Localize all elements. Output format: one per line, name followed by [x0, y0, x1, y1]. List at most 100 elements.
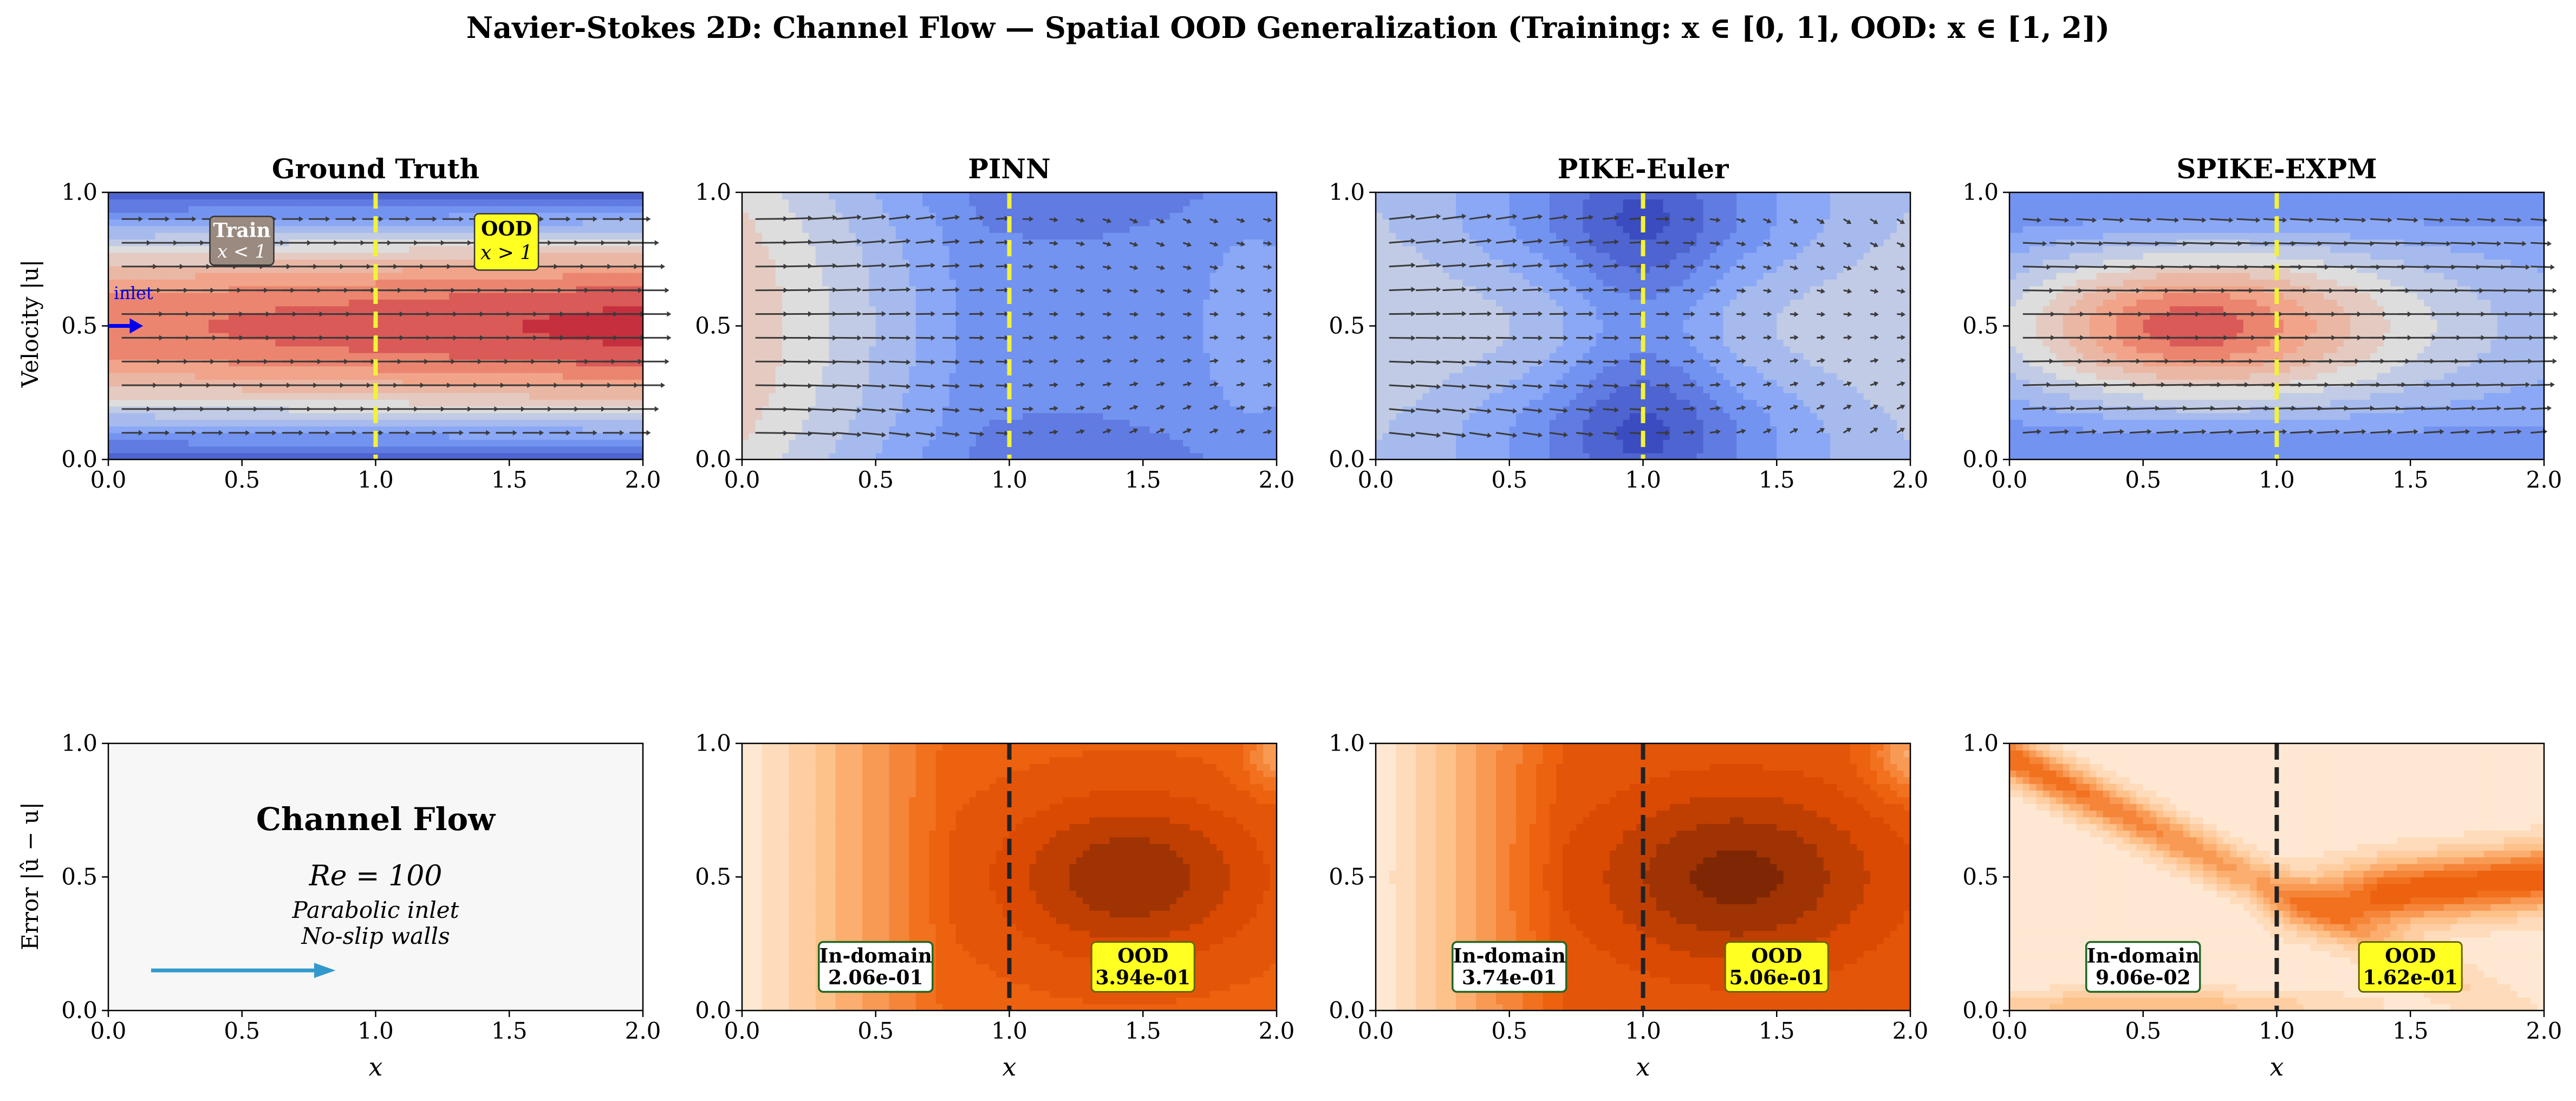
field-cell: [395, 446, 403, 454]
field-cell: [222, 292, 229, 300]
field-cell: [329, 252, 336, 260]
field-cell: [769, 319, 776, 327]
field-cell: [329, 299, 336, 307]
field-cell: [135, 452, 142, 459]
field-cell: [762, 366, 770, 373]
field-cell: [862, 366, 870, 373]
field-cell: [409, 446, 417, 454]
field-cell: [161, 392, 169, 400]
field-cell: [209, 432, 216, 440]
field-cell: [422, 212, 430, 220]
field-cell: [235, 366, 243, 373]
field-cell: [269, 292, 276, 300]
field-cell: [409, 259, 417, 267]
field-cell: [175, 366, 183, 373]
field-cell: [516, 452, 523, 459]
field-cell: [315, 306, 323, 313]
field-cell: [415, 392, 423, 400]
field-cell: [749, 286, 756, 293]
field-cell: [422, 386, 430, 393]
field-cell: [855, 366, 863, 373]
field-cell: [576, 306, 583, 313]
field-cell: [962, 279, 970, 287]
field-cell: [215, 419, 223, 427]
field-cell: [815, 359, 823, 367]
field-cell: [622, 306, 630, 313]
field-cell: [629, 319, 637, 327]
field-cell: [201, 452, 209, 459]
field-cell: [155, 219, 162, 226]
field-cell: [835, 279, 843, 287]
field-cell: [949, 339, 957, 347]
field-cell: [148, 426, 156, 433]
field-cell: [502, 292, 510, 300]
field-cell: [596, 192, 603, 200]
field-cell: [576, 205, 583, 213]
field-cell: [922, 352, 930, 360]
field-cell: [835, 452, 843, 459]
field-cell: [128, 452, 136, 459]
field-cell: [749, 245, 756, 253]
field-cell: [262, 439, 269, 447]
field-cell: [342, 339, 349, 347]
field-cell: [809, 419, 816, 427]
field-cell: [188, 332, 196, 340]
field-cell: [582, 412, 590, 420]
field-cell: [402, 192, 409, 200]
field-cell: [209, 392, 216, 400]
field-cell: [168, 386, 176, 393]
field-cell: [862, 232, 870, 240]
field-cell: [755, 286, 763, 293]
field-cell: [415, 286, 423, 293]
field-cell: [556, 245, 563, 253]
field-cell: [188, 252, 196, 260]
field-cell: [616, 279, 623, 287]
field-cell: [915, 366, 923, 373]
field-cell: [161, 265, 169, 273]
field-cell: [269, 319, 276, 327]
field-cell: [309, 419, 316, 427]
field-cell: [809, 299, 816, 307]
field-cell: [362, 432, 369, 440]
field-cell: [949, 386, 957, 393]
field-cell: [589, 332, 597, 340]
field-cell: [875, 205, 883, 213]
field-cell: [402, 372, 409, 380]
field-cell: [842, 392, 850, 400]
field-cell: [789, 259, 796, 267]
field-cell: [201, 372, 209, 380]
field-cell: [442, 245, 450, 253]
field-cell: [569, 252, 577, 260]
field-cell: [809, 319, 816, 327]
field-cell: [275, 439, 283, 447]
field-cell: [181, 399, 189, 407]
field-cell: [915, 399, 923, 407]
field-cell: [215, 446, 223, 454]
field-cell: [315, 279, 323, 287]
field-cell: [195, 359, 203, 367]
field-cell: [215, 386, 223, 393]
field-cell: [902, 326, 910, 333]
field-cell: [755, 412, 763, 420]
field-cell: [609, 339, 617, 347]
field-cell: [382, 392, 389, 400]
field-cell: [822, 412, 830, 420]
quiver-arrowhead: [406, 216, 411, 222]
field-cell: [742, 252, 750, 260]
field-cell: [108, 306, 116, 313]
field-cell: [576, 392, 583, 400]
field-cell: [302, 339, 309, 347]
field-cell: [255, 286, 263, 293]
field-cell: [209, 399, 216, 407]
field-cell: [889, 225, 896, 233]
field-cell: [449, 346, 457, 353]
field-cell: [509, 319, 517, 327]
field-cell: [809, 446, 816, 454]
field-cell: [815, 279, 823, 287]
field-cell: [622, 319, 630, 327]
field-cell: [616, 452, 623, 459]
field-cell: [235, 426, 243, 433]
field-cell: [141, 319, 149, 327]
field-cell: [269, 299, 276, 307]
field-cell: [542, 265, 550, 273]
